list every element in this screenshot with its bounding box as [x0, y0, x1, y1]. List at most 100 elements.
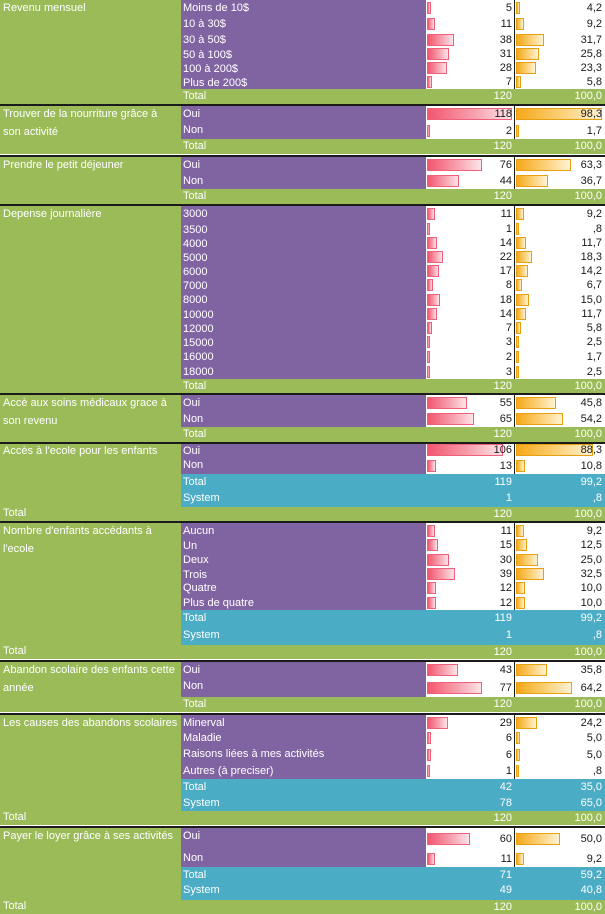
- category-label: 16000: [183, 351, 214, 363]
- count-value: 65: [499, 413, 512, 425]
- category-label: Plus de 200$: [183, 77, 248, 89]
- count-bar: [427, 108, 512, 120]
- subtotal-label: Total: [183, 869, 207, 881]
- total-count: 120: [493, 698, 512, 710]
- percent-value: 9,2: [586, 18, 602, 30]
- question-label: Revenu mensuel: [3, 2, 86, 14]
- category-label: Oui: [183, 159, 201, 171]
- percent-bar: [516, 539, 527, 551]
- total-count: 120: [493, 508, 512, 520]
- question-label: Les causes des abandons scolaires: [3, 717, 178, 729]
- count-bar: [427, 125, 430, 137]
- count-value: 1: [505, 223, 512, 235]
- total-percent: 100,0: [574, 698, 602, 710]
- subtotal-count: 71: [499, 869, 512, 881]
- category-label: Aucun: [183, 525, 215, 537]
- percent-column: [515, 206, 605, 379]
- question-label: Trouver de la nourriture grâce à son act…: [3, 108, 158, 138]
- category-label: Minerval: [183, 717, 225, 729]
- total-label: Total: [183, 190, 207, 202]
- category-label: Maladie: [183, 732, 222, 744]
- category-label: 12000: [183, 323, 214, 335]
- section-7: Abandon scolaire des enfants cette année…: [0, 662, 605, 712]
- count-bar: [427, 582, 436, 594]
- category-label: Oui: [183, 664, 201, 676]
- section-separator: [0, 442, 605, 444]
- count-bar: [427, 853, 435, 865]
- total-count: 120: [493, 90, 512, 102]
- total-count: 120: [493, 428, 512, 440]
- category-label: 100 à 200$: [183, 63, 239, 75]
- total-row: [0, 427, 605, 442]
- percent-value: 88,3: [580, 444, 602, 456]
- count-bar: [427, 568, 455, 580]
- count-bar: [427, 76, 432, 88]
- subtotal-count: 119: [494, 476, 512, 488]
- category-label: Raisons liées à mes activités: [183, 748, 325, 760]
- category-label: Oui: [183, 108, 201, 120]
- percent-bar: [516, 597, 525, 609]
- percent-bar: [516, 18, 524, 30]
- question-label: Accès à l'ecole pour les enfants: [3, 445, 158, 457]
- column-divider: [514, 0, 515, 89]
- count-value: 18: [499, 294, 512, 306]
- count-value: 29: [499, 717, 512, 729]
- count-bar: [427, 175, 459, 187]
- section-1: Trouver de la nourriture grâce à son act…: [0, 106, 605, 154]
- section-separator: [0, 660, 605, 662]
- percent-bar: [516, 223, 519, 235]
- count-value: 2: [505, 351, 512, 363]
- count-value: 11: [500, 208, 512, 220]
- category-block: [181, 715, 426, 779]
- column-divider: [514, 206, 515, 379]
- count-value: 43: [499, 664, 512, 676]
- percent-value: 10,8: [580, 460, 602, 472]
- total-label: Total: [183, 428, 207, 440]
- count-bar: [427, 765, 430, 777]
- count-bar: [427, 208, 435, 220]
- category-label: Non: [183, 459, 204, 471]
- count-bar: [427, 833, 470, 845]
- question-label: Nombre d'enfants accédants à l'ecole: [3, 525, 152, 555]
- percent-value: 32,5: [580, 568, 602, 580]
- count-bar: [427, 732, 431, 744]
- question-label: Abandon scolaire des enfants cette année: [3, 664, 175, 694]
- total-row: [0, 89, 605, 104]
- subtotal-count: 49: [499, 884, 512, 896]
- count-value: 44: [499, 175, 512, 187]
- percent-value: 5,8: [586, 76, 602, 88]
- total-label: Total: [3, 507, 27, 519]
- count-value: 2: [505, 125, 512, 137]
- subtotal-block: [181, 779, 605, 811]
- total-count: 120: [493, 901, 512, 913]
- total-label: Total: [3, 645, 27, 657]
- category-block: [181, 662, 426, 697]
- total-percent: 100,0: [574, 190, 602, 202]
- section-separator: [0, 713, 605, 715]
- column-divider: [514, 106, 515, 139]
- percent-value: 12,5: [580, 539, 602, 551]
- section-6: Nombre d'enfants accédants à l'ecole Aucu…: [0, 523, 605, 659]
- percent-bar: [516, 682, 572, 694]
- percent-bar: [516, 322, 521, 334]
- count-value: 14: [499, 237, 512, 249]
- count-value: 12: [499, 582, 512, 594]
- percent-value: 14,2: [580, 265, 602, 277]
- total-percent: 100,0: [574, 428, 602, 440]
- subtotal-count: 78: [499, 797, 512, 809]
- category-label: 3000: [183, 208, 208, 220]
- category-block: [181, 0, 426, 89]
- count-value: 11: [500, 853, 512, 865]
- subtotal-count: 1: [505, 492, 512, 504]
- count-bar: [427, 18, 435, 30]
- category-label: 18000: [183, 366, 214, 378]
- category-label: Trois: [183, 569, 208, 581]
- total-row: [0, 507, 605, 521]
- total-label: Total: [183, 140, 207, 152]
- count-bar: [427, 223, 430, 235]
- category-label: Un: [183, 540, 198, 552]
- subtotal-percent: ,8: [592, 492, 602, 504]
- percent-value: 36,7: [580, 175, 602, 187]
- percent-value: 31,7: [580, 34, 602, 46]
